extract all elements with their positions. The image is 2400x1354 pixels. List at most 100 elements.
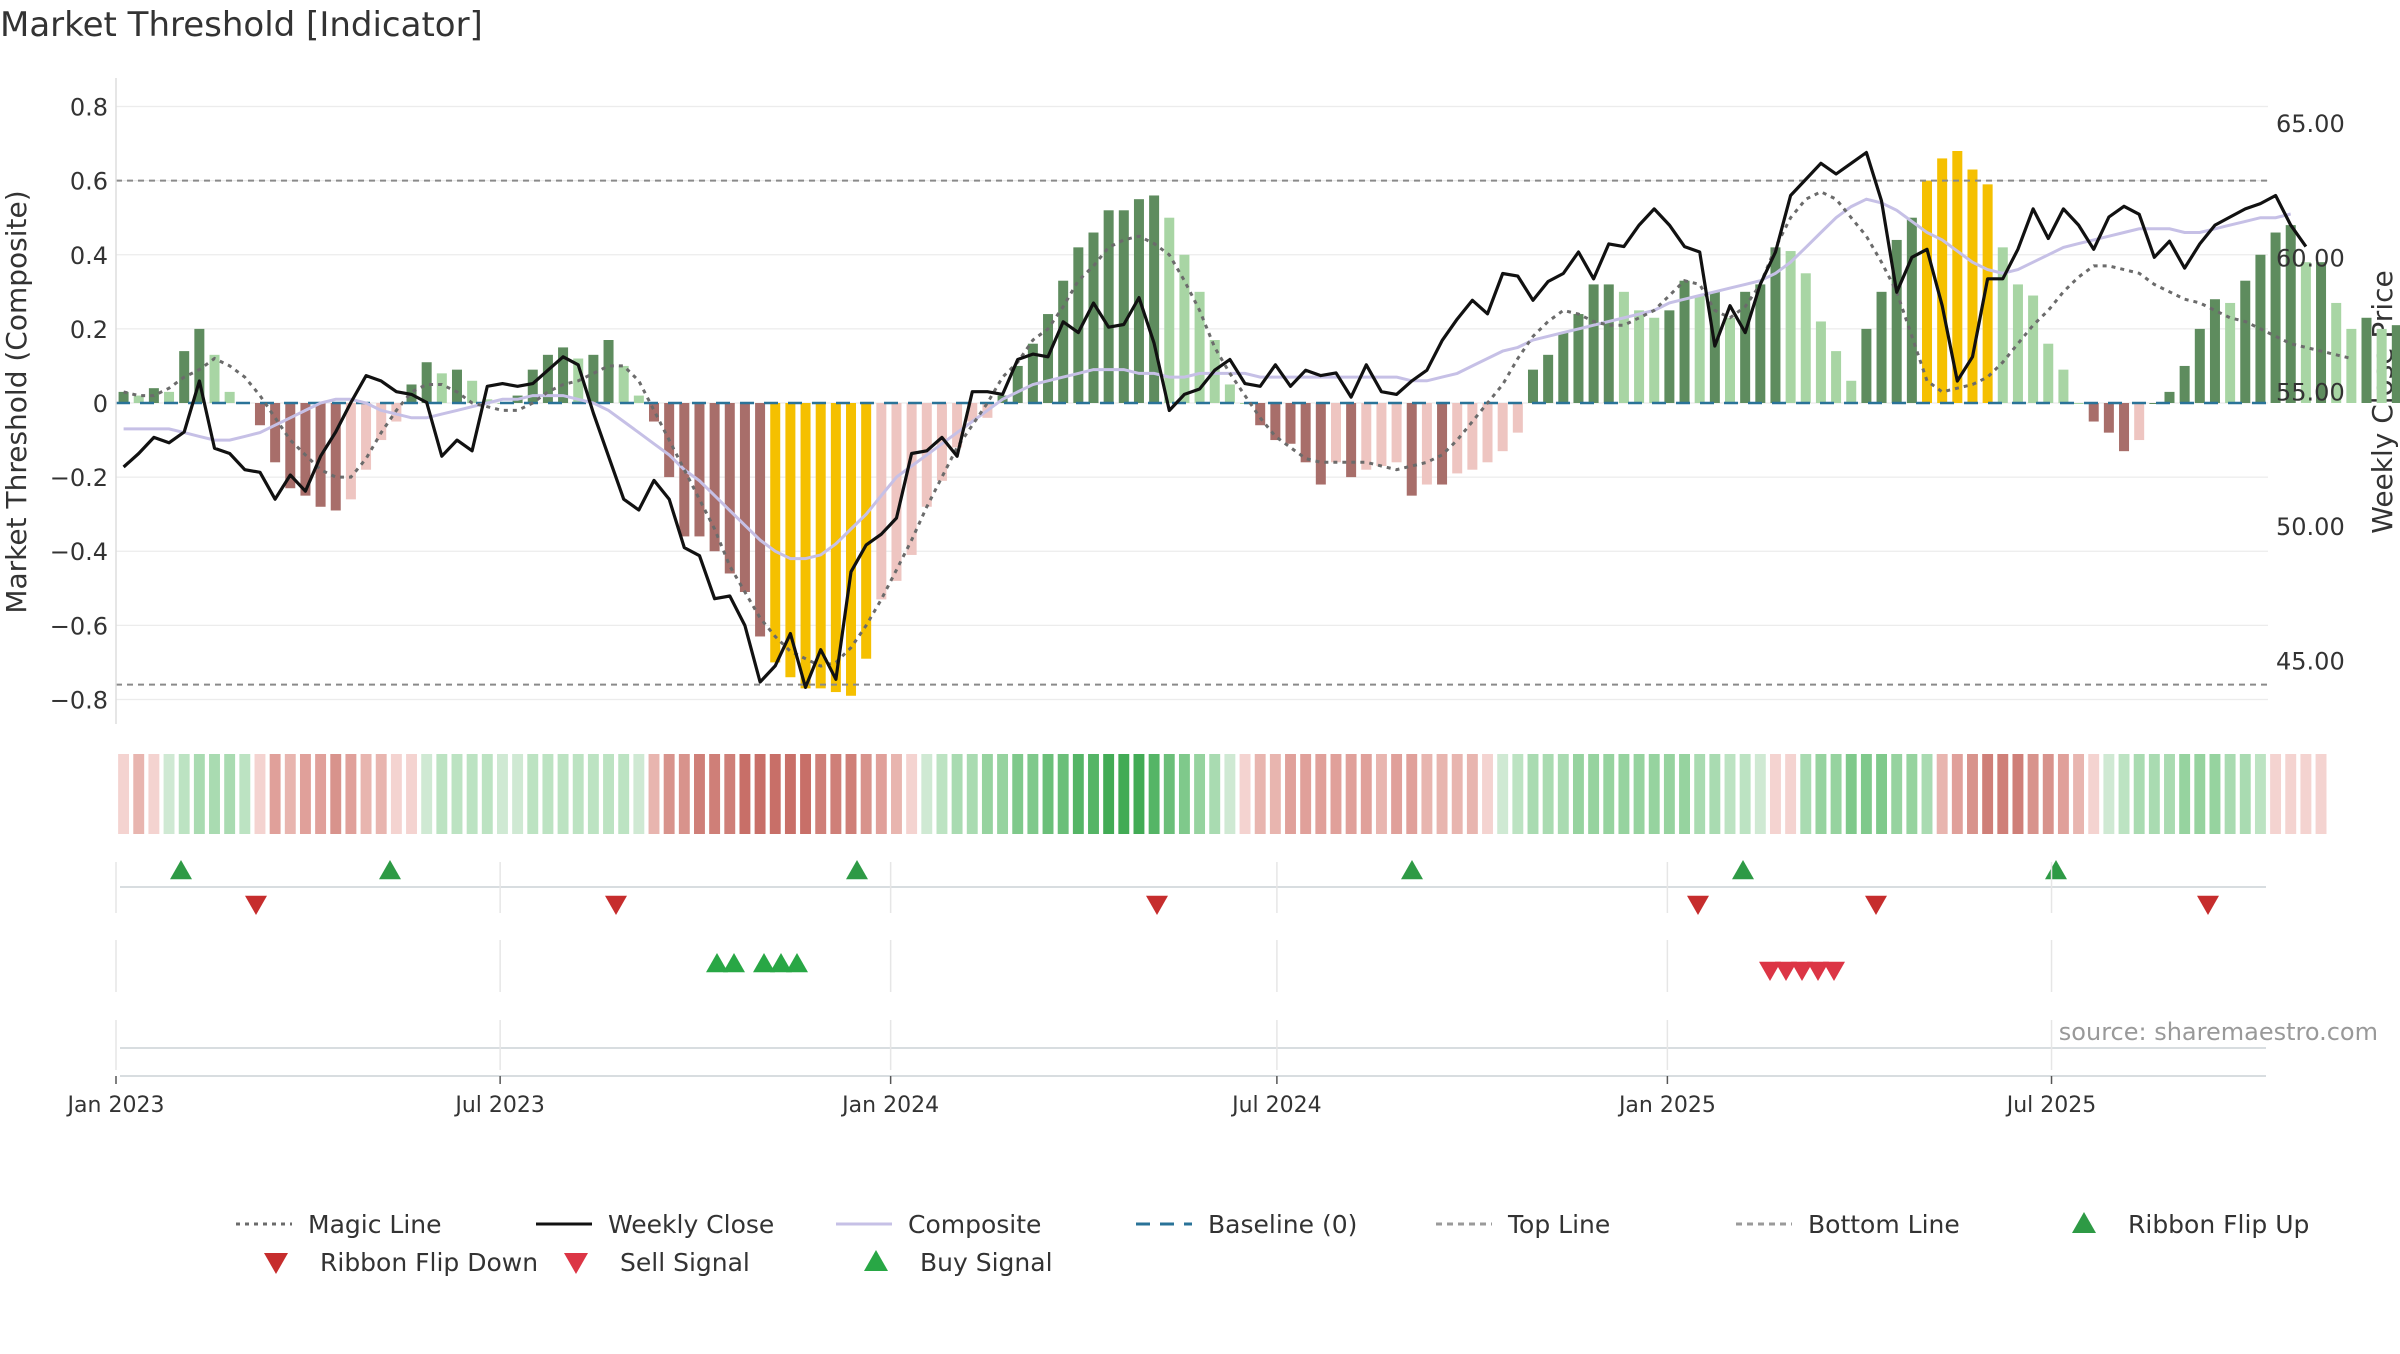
composite-bar bbox=[224, 391, 235, 403]
composite-bar bbox=[2058, 369, 2069, 403]
composite-bar bbox=[861, 403, 872, 659]
composite-bar bbox=[542, 354, 553, 403]
composite-bar bbox=[2300, 262, 2311, 403]
ribbon-cell bbox=[1360, 754, 1372, 834]
legend-item: Weekly Close bbox=[536, 1210, 774, 1239]
ribbon-cell bbox=[542, 754, 554, 834]
composite-bar bbox=[1406, 403, 1417, 496]
buy-signal-label: Buy Signal bbox=[920, 1248, 1053, 1277]
ribbon-cell bbox=[603, 754, 614, 834]
composite-bar bbox=[952, 403, 963, 448]
ribbon-cell bbox=[1815, 754, 1827, 834]
ribbon-cell bbox=[360, 754, 372, 834]
composite-bar bbox=[724, 403, 735, 574]
ribbon-cell bbox=[1224, 754, 1236, 834]
composite-bar bbox=[709, 403, 720, 552]
left-tick-label: 0.6 bbox=[70, 168, 108, 196]
ribbon-cell bbox=[254, 754, 266, 834]
buy-signal-marker bbox=[706, 953, 728, 973]
composite-bar bbox=[1482, 403, 1493, 463]
composite-bar bbox=[967, 403, 978, 422]
composite-bar bbox=[739, 403, 750, 592]
ribbon-cell bbox=[2254, 754, 2266, 834]
composite-bar bbox=[2103, 403, 2114, 433]
ribbon-cell bbox=[451, 754, 463, 834]
ribbon-cell bbox=[1042, 754, 1054, 834]
ribbon-flip-up-marker bbox=[379, 860, 401, 880]
legend-item: Top Line bbox=[1436, 1210, 1610, 1239]
composite-bar bbox=[2134, 403, 2145, 441]
ribbon-cell bbox=[2133, 754, 2145, 834]
composite-bar bbox=[2225, 302, 2236, 403]
composite-bar bbox=[1073, 247, 1084, 403]
buy-signal-marker bbox=[786, 953, 808, 973]
composite-bar bbox=[815, 403, 826, 689]
composite-bar bbox=[2376, 328, 2387, 403]
ribbon-cell bbox=[2057, 754, 2069, 834]
composite-bar bbox=[1043, 314, 1054, 403]
ribbon-cell bbox=[1542, 754, 1554, 834]
composite-bar bbox=[1846, 380, 1857, 403]
ribbon-cell bbox=[1936, 754, 1948, 834]
ribbon-cell bbox=[2118, 754, 2130, 834]
ribbon-cell bbox=[1375, 754, 1387, 834]
left-tick-label: −0.4 bbox=[50, 538, 108, 566]
ribbon-cell bbox=[906, 754, 918, 834]
ribbon-cell bbox=[1997, 754, 2009, 834]
ribbon-cell bbox=[1527, 754, 1539, 834]
right-tick-label: 50.00 bbox=[2276, 513, 2345, 541]
ribbon-cell bbox=[2239, 754, 2251, 834]
composite-bar bbox=[1149, 195, 1160, 403]
ribbon-cell bbox=[1072, 754, 1084, 834]
composite-bar bbox=[1088, 232, 1099, 403]
buy-signal-marker bbox=[723, 953, 745, 973]
ribbon-cell bbox=[678, 754, 690, 834]
ribbon-cell bbox=[163, 754, 175, 834]
ribbon-cell bbox=[315, 754, 327, 834]
composite-bar bbox=[785, 403, 796, 678]
x-tick-label: Jan 2024 bbox=[840, 1093, 939, 1118]
composite-bar bbox=[1527, 369, 1538, 403]
ribbon-cell bbox=[2224, 754, 2236, 834]
composite-bar bbox=[1058, 280, 1069, 403]
composite-bar bbox=[1285, 403, 1296, 444]
composite-bar bbox=[2028, 295, 2039, 403]
composite-bar bbox=[527, 369, 538, 403]
ribbon-cell bbox=[1648, 754, 1660, 834]
reference-lines bbox=[116, 179, 2268, 686]
ribbon-cell bbox=[1967, 754, 1978, 834]
left-tick-label: 0 bbox=[93, 390, 108, 418]
ribbon-flip-up-marker bbox=[846, 860, 868, 880]
ribbon-cell bbox=[2103, 754, 2115, 834]
composite-bar bbox=[2119, 403, 2130, 452]
composite-bar bbox=[1512, 403, 1523, 433]
ribbon-cell bbox=[375, 754, 387, 834]
ribbon-cell bbox=[1239, 754, 1251, 834]
ribbon-flip-up-marker bbox=[170, 860, 192, 880]
composite-bar bbox=[254, 403, 265, 426]
ribbon-cell bbox=[951, 754, 963, 834]
ribbon-cell bbox=[2148, 754, 2160, 834]
ribbon-cell bbox=[981, 754, 993, 834]
buy-signal-marker bbox=[753, 953, 775, 973]
ribbon-cell bbox=[1406, 754, 1418, 834]
left-tick-label: −0.2 bbox=[50, 464, 108, 492]
composite-bar bbox=[1664, 310, 1675, 403]
ribbon-strip bbox=[118, 754, 2327, 834]
composite-bar bbox=[1315, 403, 1326, 485]
legend-item: Baseline (0) bbox=[1136, 1210, 1357, 1239]
composite-bar bbox=[1558, 332, 1569, 403]
ribbon-cell bbox=[1830, 754, 1842, 834]
ribbon-cell bbox=[1012, 754, 1024, 834]
composite-bar bbox=[1831, 351, 1842, 403]
composite-bar bbox=[1952, 151, 1963, 403]
composite-bar bbox=[285, 403, 296, 489]
composite-bar bbox=[376, 403, 387, 441]
ribbon-cell bbox=[1466, 754, 1478, 834]
ribbon-cell bbox=[224, 754, 236, 834]
ribbon-cell bbox=[572, 754, 584, 834]
composite-bar bbox=[876, 403, 887, 600]
magic-line-label: Magic Line bbox=[308, 1210, 442, 1239]
ribbon-cell bbox=[2073, 754, 2085, 834]
composite-bar bbox=[1815, 321, 1826, 403]
